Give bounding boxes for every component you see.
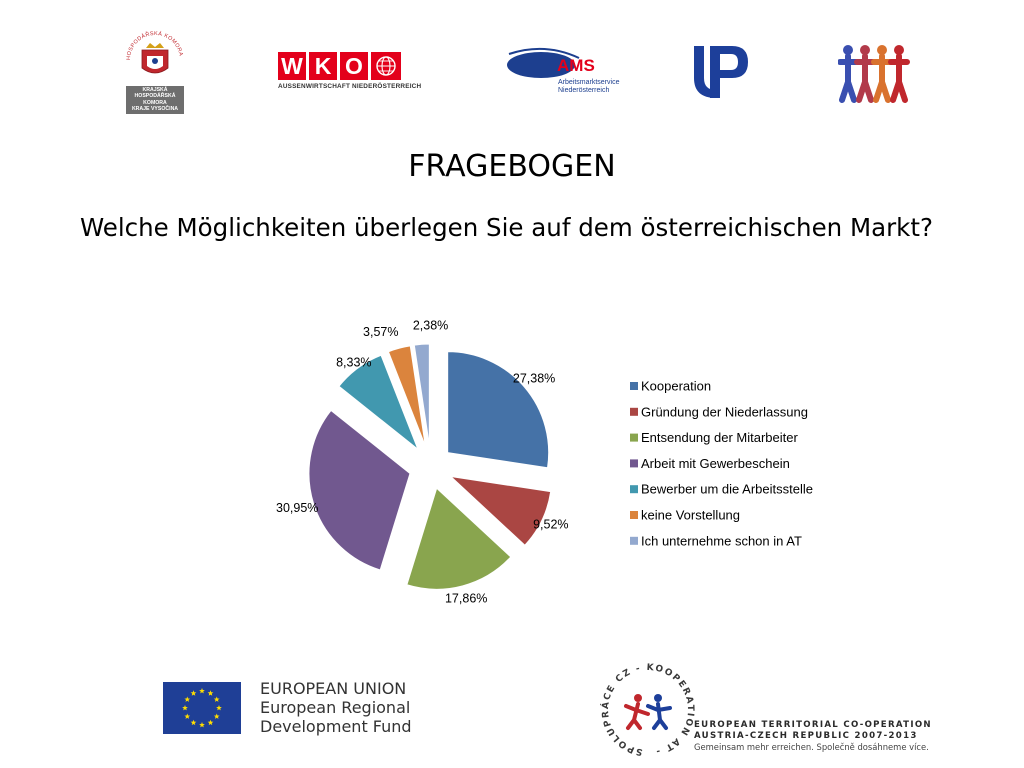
legend-label-3: Arbeit mit Gewerbeschein xyxy=(641,456,790,471)
legend-label-1: Gründung der Niederlassung xyxy=(641,404,808,419)
legend-swatch-0 xyxy=(630,382,638,390)
etc-caption: EUROPEAN TERRITORIAL CO-OPERATION AUSTRI… xyxy=(694,720,934,753)
eu-star-icon xyxy=(207,719,214,726)
eu-caption-line: EUROPEAN UNION xyxy=(260,679,407,698)
chamber-seal-icon: HOSPODÁŘSKÁ KOMORA ČESKÉ REPUBLIKY xyxy=(118,25,184,74)
eu-star-icon xyxy=(199,688,205,694)
chart-legend: Kooperation Gründung der Niederlassung Ent… xyxy=(630,379,813,548)
slice-label-5: 3,57% xyxy=(363,325,398,339)
eu-star-icon xyxy=(184,696,191,702)
eu-caption-line: European Regional xyxy=(260,698,411,717)
legend-swatch-4 xyxy=(630,485,638,494)
legend-swatch-6 xyxy=(630,536,638,545)
ams-caption-line: Arbeitsmarktservice xyxy=(558,79,620,86)
pie-slice-0 xyxy=(447,351,550,469)
people-group-icon xyxy=(837,45,910,103)
pie-slices xyxy=(308,343,552,590)
legend-swatch-3 xyxy=(630,459,638,468)
slice-label-6: 2,38% xyxy=(413,318,448,332)
eu-caption-line: Development Fund xyxy=(260,717,412,736)
eu-star-icon xyxy=(190,690,197,696)
legend-swatch-1 xyxy=(630,407,638,416)
page-title: FRAGEBOGEN xyxy=(408,149,616,184)
eu-fund-caption: EUROPEAN UNION European Regional Develop… xyxy=(260,679,412,736)
eu-star-icon xyxy=(213,696,220,702)
legend-label-0: Kooperation xyxy=(641,379,711,394)
survey-question: Welche Möglichkeiten überlegen Sie auf d… xyxy=(80,213,933,242)
globe-icon xyxy=(371,52,401,80)
chamber-plate-line: HOSPODÁŘSKÁ xyxy=(134,93,176,100)
legend-swatch-2 xyxy=(630,433,638,442)
etc-seal-text: SPOLUPRÁCE CZ - KOOPERATION AT - xyxy=(599,663,694,757)
eu-star-icon xyxy=(216,705,222,711)
chamber-plate-line: KRAJE VYSOČINA xyxy=(131,106,179,113)
eu-star-icon xyxy=(207,690,214,696)
slice-label-2: 17,86% xyxy=(445,591,487,605)
slice-label-3: 30,95% xyxy=(276,501,318,515)
ams-wordmark: AMS xyxy=(557,56,595,75)
slice-label-1: 9,52% xyxy=(533,518,568,532)
ams-logo: AMS Arbeitsmarktservice Niederösterreich xyxy=(505,46,625,100)
ams-caption-line: Niederösterreich xyxy=(558,87,610,94)
etc-caption-line: AUSTRIA-CZECH REPUBLIC 2007-2013 xyxy=(694,731,918,741)
slice-label-0: 27,38% xyxy=(513,371,555,385)
eu-star-icon xyxy=(182,705,188,711)
chamber-of-commerce-logo: HOSPODÁŘSKÁ KOMORA ČESKÉ REPUBLIKY KRAJS… xyxy=(118,25,190,116)
pie-slice-5 xyxy=(387,345,426,446)
pie-slice-3 xyxy=(308,409,411,571)
legend-swatch-5 xyxy=(630,511,638,519)
chamber-name-plate: KRAJSKÁ HOSPODÁŘSKÁ KOMORA KRAJE VYSOČIN… xyxy=(126,86,184,114)
pie-slice-2 xyxy=(406,487,512,590)
legend-label-5: keine Vorstellung xyxy=(641,508,740,523)
ams-mark-icon: AMS xyxy=(507,47,595,78)
svg-text:SPOLUPRÁCE CZ - KOOPERATION AT: SPOLUPRÁCE CZ - KOOPERATION AT - xyxy=(600,663,695,757)
eu-star-icon xyxy=(184,713,191,719)
wko-letter: O xyxy=(340,52,368,80)
up-mark-icon xyxy=(694,46,748,98)
wko-subtitle: AUSSENWIRTSCHAFT NIEDERÖSTERREICH xyxy=(278,83,422,90)
eu-stars-icon xyxy=(182,688,222,728)
wko-logo: W K O AUSSENWIRTSCHAFT NIEDERÖSTERREICH xyxy=(278,52,421,94)
etc-slogan: Gemeinsam mehr erreichen. Společně dosáh… xyxy=(694,742,929,752)
chamber-plate-line: KOMORA xyxy=(143,99,167,106)
ams-caption: Arbeitsmarktservice Niederösterreich xyxy=(558,79,619,95)
etc-seal-icon: SPOLUPRÁCE CZ - KOOPERATION AT - xyxy=(599,663,695,757)
pie-slice-4 xyxy=(338,354,420,451)
legend-label-6: Ich unternehme schon in AT xyxy=(641,533,802,548)
slice-label-4: 8,33% xyxy=(336,355,371,369)
etc-seal-logo: SPOLUPRÁCE CZ - KOOPERATION AT - xyxy=(599,662,696,758)
pie-slice-1 xyxy=(449,475,552,546)
up-logo xyxy=(690,42,752,102)
eu-star-icon xyxy=(199,722,205,728)
people-logo xyxy=(837,42,916,104)
eu-flag xyxy=(163,682,241,734)
eu-star-icon xyxy=(213,713,220,719)
pie-slice-6 xyxy=(413,343,430,446)
chamber-plate-line: KRAJSKÁ xyxy=(142,87,168,93)
legend-label-4: Bewerber um die Arbeitsstelle xyxy=(641,482,813,497)
legend-label-2: Entsendung der Mitarbeiter xyxy=(641,430,798,445)
wko-letter: K xyxy=(309,52,337,80)
wko-letter: W xyxy=(278,52,306,80)
etc-caption-line: EUROPEAN TERRITORIAL CO-OPERATION xyxy=(694,720,932,730)
slice-labels: 27,38% 9,52% 17,86% 30,95% 8,33% 3,57% 2,38% xyxy=(276,318,569,605)
eu-star-icon xyxy=(190,719,197,726)
